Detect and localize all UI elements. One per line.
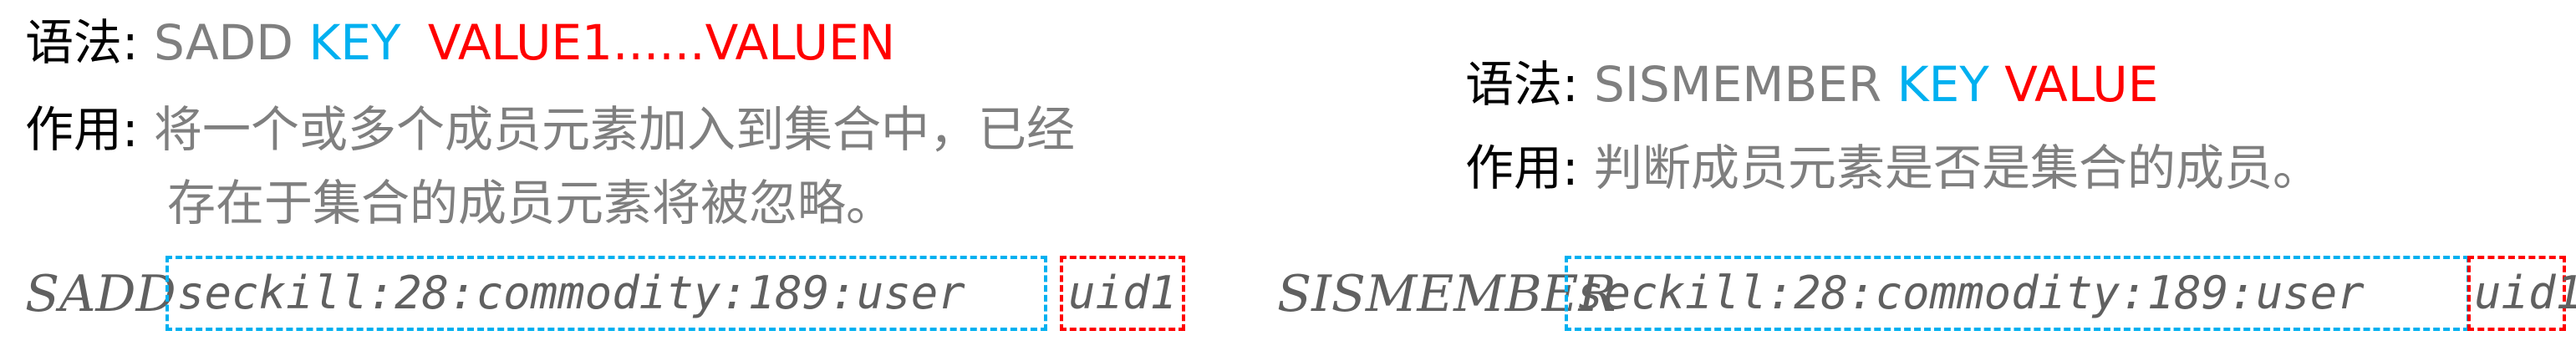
sadd-example-value-box: uid1	[1060, 256, 1185, 331]
sadd-syntax-line: 语法: SADD KEY VALUE1......VALUEN	[25, 18, 895, 67]
sismember-syntax-line: 语法: SISMEMBER KEY VALUE	[1465, 60, 2158, 109]
sadd-usage-line-1: 作用: 将一个或多个成员元素加入到集合中，已经	[25, 105, 1075, 154]
sadd-usage-text-1: 将一个或多个成员元素加入到集合中，已经	[153, 101, 1075, 158]
sadd-syntax-values: VALUE1......VALUEN	[427, 14, 896, 71]
sadd-example-value: uid1	[1068, 267, 1178, 319]
sismember-syntax-value: VALUE	[2004, 56, 2159, 113]
sadd-usage-line-2: 存在于集合的成员元素将被忽略。	[167, 179, 894, 227]
sadd-syntax-key: KEY	[308, 14, 401, 71]
sismember-usage-line: 作用: 判断成员元素是否是集合的成员。	[1465, 144, 2321, 192]
sismember-panel: 语法: SISMEMBER KEY VALUE 作用: 判断成员元素是否是集合的…	[1262, 0, 2576, 351]
sismember-usage-text: 判断成员元素是否是集合的成员。	[1593, 140, 2321, 196]
sismember-syntax-key: KEY	[1896, 56, 1989, 113]
sismember-syntax-label: 语法:	[1465, 56, 1579, 113]
sadd-usage-label: 作用:	[25, 101, 139, 158]
sadd-example-command: SADD	[25, 265, 176, 323]
sadd-syntax-command: SADD	[153, 14, 293, 71]
sadd-usage-text-2: 存在于集合的成员元素将被忽略。	[167, 175, 895, 231]
sadd-example-key-box: seckill:28:commodity:189:user	[165, 256, 1047, 331]
sismember-example-value-box: uid1	[2467, 256, 2576, 331]
sadd-syntax-label: 语法:	[25, 14, 139, 71]
sismember-usage-label: 作用:	[1465, 140, 1579, 196]
sismember-example-command: SISMEMBER	[1277, 265, 1616, 323]
sismember-example-key-box: seckill:28:commodity:189:user	[1565, 256, 2470, 331]
sismember-syntax-command: SISMEMBER	[1593, 56, 1882, 113]
sismember-example-key: seckill:28:commodity:189:user	[1576, 267, 2365, 319]
sismember-example-value: uid1	[2474, 267, 2576, 319]
sadd-example-key: seckill:28:commodity:189:user	[177, 267, 965, 319]
sadd-panel: 语法: SADD KEY VALUE1......VALUEN 作用: 将一个或…	[0, 0, 1254, 351]
